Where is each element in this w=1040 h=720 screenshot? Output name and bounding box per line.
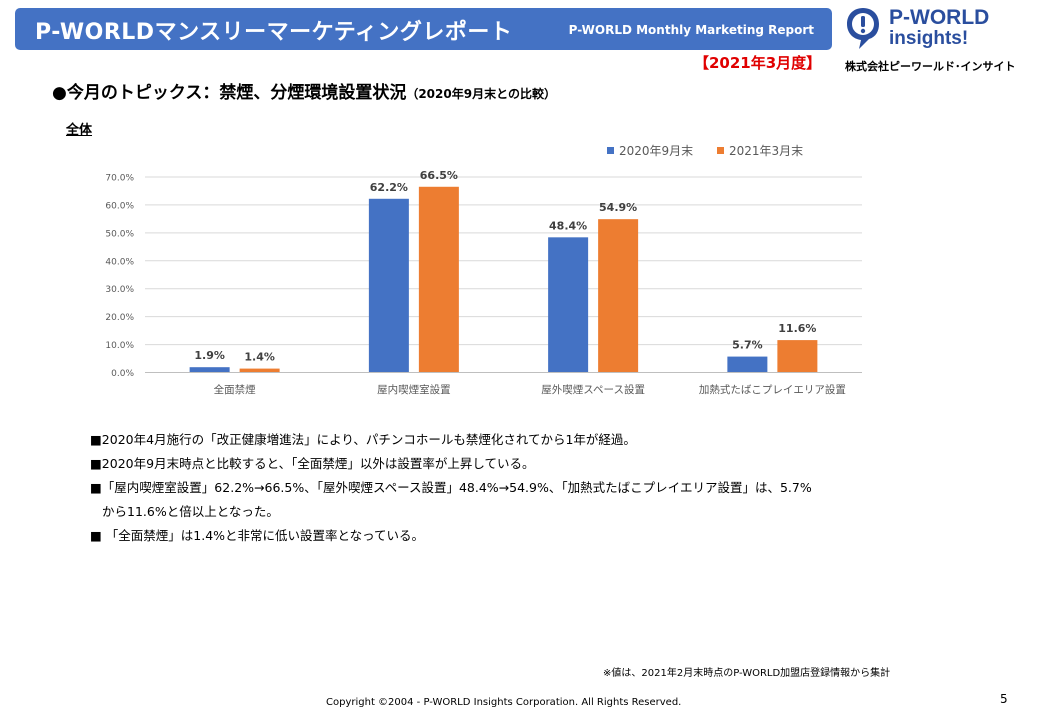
y-tick-label: 30.0% [105,285,134,295]
y-tick-label: 40.0% [105,257,134,267]
note-item: ■2020年4月施行の「改正健康増進法」により、パチンコホールも禁煙化されてから… [90,432,636,447]
data-label: 48.4% [549,219,587,232]
data-label: 54.9% [599,201,637,214]
section-label: 全体 [66,123,93,138]
topic-note: （2020年9月末との比較） [406,87,556,101]
data-label: 11.6% [778,322,816,335]
bar [239,368,280,373]
y-tick-label: 10.0% [105,341,134,351]
bar [598,219,639,373]
y-tick-label: 60.0% [105,201,134,211]
page-number: 5 [1000,692,1008,706]
note-item: から11.6%と倍以上となった。 [102,504,279,519]
data-label: 66.5% [420,169,458,182]
note-item: ■ 「全面禁煙」は1.4%と非常に低い設置率となっている。 [90,528,425,543]
logo-name: P-WORLD [889,6,990,29]
data-label: 1.9% [194,349,225,362]
report-subtitle: P-WORLD Monthly Marketing Report [568,23,814,37]
logo-tagline: insights! [889,28,969,49]
footnote: ※値は、2021年2月末時点のP-WORLD加盟店登録情報から集計 [603,668,891,679]
data-label: 62.2% [370,181,408,194]
report-title: P-WORLDマンスリーマーケティングレポート [35,20,513,45]
header-banner: P-WORLDマンスリーマーケティングレポート P-WORLD Monthly … [15,8,832,50]
exclamation-bubble-icon [847,8,879,49]
legend-swatch [607,147,614,154]
topic-title: ●今月のトピックス：禁煙、分煙環境設置状況 [52,83,407,103]
x-tick-label: 全面禁煙 [214,383,256,396]
x-tick-label: 屋外喫煙スペース設置 [541,383,645,396]
bar [777,340,818,373]
copyright: Copyright ©2004 - P-WORLD Insights Corpo… [326,697,682,708]
notes-list: ■2020年4月施行の「改正健康増進法」により、パチンコホールも禁煙化されてから… [90,428,812,548]
report-period: 【2021年3月度】 [694,54,822,72]
bar [189,367,230,373]
y-tick-label: 20.0% [105,313,134,323]
bar [548,237,589,373]
y-tick-label: 0.0% [111,369,134,379]
company-logo: P-WORLD insights! 株式会社ピーワールド･インサイト [845,6,1035,73]
bar [368,198,409,373]
logo-company-name: 株式会社ピーワールド･インサイト [845,60,1016,73]
y-tick-label: 70.0% [105,174,134,184]
legend-label: 2020年9月末 [619,144,693,158]
legend-swatch [717,147,724,154]
bar [727,356,768,373]
bar [418,186,459,373]
x-tick-label: 屋内喫煙室設置 [377,383,451,396]
x-tick-label: 加熱式たばこプレイエリア設置 [699,383,846,396]
note-item: ■2020年9月末時点と比較すると、「全面禁煙」以外は設置率が上昇している。 [90,456,535,471]
note-item: ■「屋内喫煙室設置」62.2%→66.5%、「屋外喫煙スペース設置」48.4%→… [90,480,812,495]
legend-label: 2021年3月末 [729,144,803,158]
topic-heading: ●今月のトピックス：禁煙、分煙環境設置状況（2020年9月末との比較） [52,78,556,103]
y-tick-label: 50.0% [105,229,134,239]
data-label: 5.7% [732,339,763,352]
data-label: 1.4% [244,351,275,364]
